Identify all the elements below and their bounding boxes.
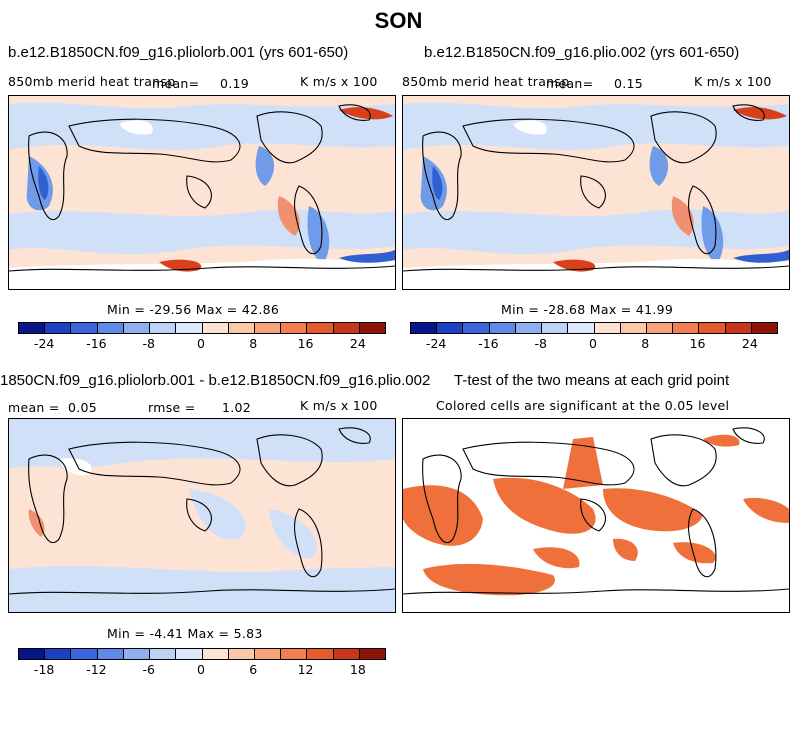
colorbar-swatch	[646, 323, 674, 333]
colorbar-swatch	[725, 323, 752, 333]
panel1-title: b.e12.B1850CN.f09_g16.pliolorb.001 (yrs …	[8, 44, 349, 61]
colorbar-tick-label: -24	[425, 336, 447, 351]
colorbar-swatch	[463, 323, 490, 333]
colorbar-tick-label: -8	[142, 336, 155, 351]
panel3-rmse-label: rmse =	[148, 400, 196, 415]
map-panel-3	[8, 418, 396, 613]
colorbar-tick-label: 0	[589, 336, 597, 351]
colorbar-tick-label: 24	[349, 336, 366, 351]
panel1-mean-label: mean=	[152, 76, 200, 91]
colorbar-panel-3	[18, 648, 386, 660]
colorbar-panel-2	[410, 322, 778, 334]
colorbar-tick-label: 18	[349, 662, 366, 677]
colorbar-swatch	[71, 649, 98, 659]
colorbar-swatch	[542, 323, 569, 333]
colorbar-tick-label: 0	[197, 662, 205, 677]
colorbar-swatch	[437, 323, 464, 333]
map-panel-1	[8, 95, 396, 290]
colorbar-swatch	[568, 323, 595, 333]
colorbar-swatch	[150, 323, 177, 333]
colorbar-swatch	[228, 649, 255, 659]
colorbar-swatch	[359, 649, 386, 659]
colorbar-tick-label: 16	[297, 336, 314, 351]
colorbar-tick-label: 16	[689, 336, 706, 351]
colorbar-swatch	[489, 323, 516, 333]
colorbar-swatch	[202, 649, 229, 659]
panel2-variable: 850mb merid heat transp	[402, 74, 570, 89]
panel4-title: T-test of the two means at each grid poi…	[454, 372, 730, 389]
colorbar-swatch	[45, 323, 72, 333]
colorbar-tick-label: -16	[86, 336, 107, 351]
panel2-mean-label: mean=	[546, 76, 594, 91]
panel1-units: K m/s x 100	[300, 74, 378, 89]
colorbar-tick-label: -12	[86, 662, 107, 677]
panel2-units: K m/s x 100	[694, 74, 772, 89]
colorbar-tick-label: 6	[249, 662, 258, 677]
colorbar-tick-label: 8	[249, 336, 258, 351]
colorbar-swatch	[333, 323, 360, 333]
panel2-min-max: Min = -28.68 Max = 41.99	[501, 302, 674, 317]
colorbar-swatch	[281, 323, 308, 333]
colorbar-swatch	[515, 323, 543, 333]
map-panel-4	[402, 418, 790, 613]
panel2-title: b.e12.B1850CN.f09_g16.plio.002 (yrs 601-…	[424, 44, 740, 61]
panel2-mean-value: 0.15	[614, 76, 644, 91]
colorbar-swatch	[45, 649, 72, 659]
panel1-variable: 850mb merid heat transp	[8, 74, 176, 89]
colorbar-swatch	[594, 323, 621, 333]
map-panel-2	[402, 95, 790, 290]
colorbar-swatch	[123, 323, 151, 333]
panel1-mean-value: 0.19	[220, 76, 250, 91]
colorbar-swatch	[97, 649, 124, 659]
colorbar-swatch	[333, 649, 360, 659]
colorbar-swatch	[254, 649, 282, 659]
map-2-field	[403, 96, 789, 289]
panel3-mean-label: mean =	[8, 400, 60, 415]
colorbar-tick-label: -18	[33, 662, 55, 677]
colorbar-swatch	[620, 323, 647, 333]
colorbar-swatch	[307, 323, 334, 333]
panel3-units: K m/s x 100	[300, 398, 378, 413]
colorbar-panel-1	[18, 322, 386, 334]
colorbar-swatch	[673, 323, 700, 333]
colorbar-swatch	[202, 323, 229, 333]
colorbar-swatch	[281, 649, 308, 659]
panel3-mean-value: 0.05	[68, 400, 98, 415]
colorbar-swatch	[19, 649, 46, 659]
colorbar-swatch	[176, 323, 203, 333]
map-4-field	[403, 419, 789, 612]
colorbar-tick-label: 12	[297, 662, 314, 677]
figure-title: SON	[374, 8, 423, 33]
colorbar-swatch	[411, 323, 438, 333]
colorbar-swatch	[123, 649, 151, 659]
panel3-min-max: Min = -4.41 Max = 5.83	[107, 626, 263, 641]
colorbar-swatch	[751, 323, 778, 333]
colorbar-tick-label: -8	[534, 336, 547, 351]
colorbar-tick-label: -6	[142, 662, 155, 677]
colorbar-tick-label: 0	[197, 336, 205, 351]
colorbar-swatch	[19, 323, 46, 333]
colorbar-swatch	[71, 323, 98, 333]
colorbar-swatch	[97, 323, 124, 333]
panel3-rmse-value: 1.02	[222, 400, 252, 415]
colorbar-tick-label: 8	[641, 336, 650, 351]
colorbar-tick-label: -16	[478, 336, 499, 351]
panel3-title: 1850CN.f09_g16.pliolorb.001 - b.e12.B185…	[0, 372, 431, 389]
colorbar-swatch	[228, 323, 255, 333]
colorbar-swatch	[150, 649, 177, 659]
colorbar-tick-label: -24	[33, 336, 55, 351]
colorbar-tick-label: 24	[741, 336, 758, 351]
map-3-field	[9, 419, 395, 612]
panel1-min-max: Min = -29.56 Max = 42.86	[107, 302, 280, 317]
colorbar-swatch	[254, 323, 282, 333]
colorbar-swatch	[307, 649, 334, 659]
colorbar-swatch	[176, 649, 203, 659]
panel4-subtitle: Colored cells are significant at the 0.0…	[436, 398, 730, 413]
colorbar-swatch	[699, 323, 726, 333]
colorbar-swatch	[359, 323, 386, 333]
map-1-field	[9, 96, 395, 289]
